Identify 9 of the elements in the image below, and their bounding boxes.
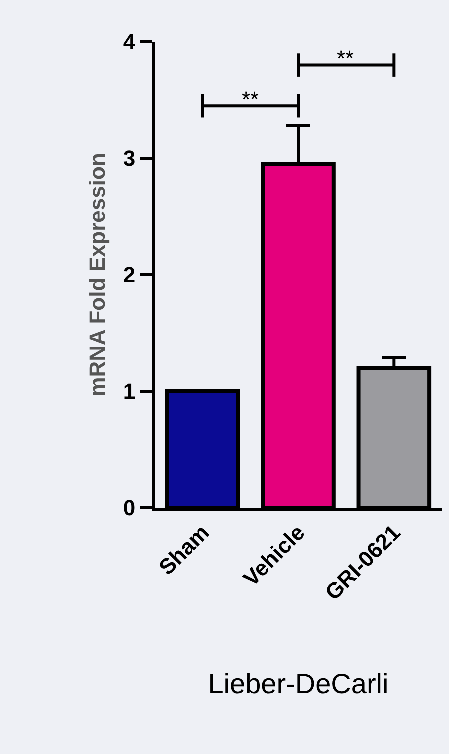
y-tick-label: 2 xyxy=(123,262,136,288)
y-tick-label: 0 xyxy=(123,496,136,521)
y-tick-label: 3 xyxy=(123,146,136,172)
annotation: ** xyxy=(337,46,355,71)
x-axis-title: Lieber-DeCarli xyxy=(208,668,389,700)
y-tick-label: 4 xyxy=(123,30,136,55)
y-tick-label: 1 xyxy=(123,379,136,404)
annotation: ** xyxy=(242,87,260,112)
y-axis-title: mRNA Fold Expression xyxy=(85,153,110,397)
